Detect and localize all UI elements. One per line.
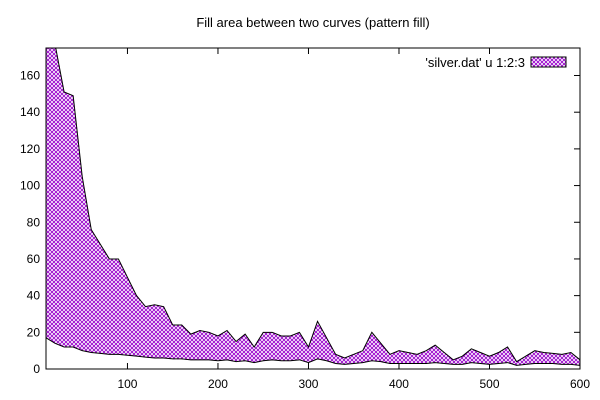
chart-title: Fill area between two curves (pattern fi… xyxy=(196,15,429,30)
x-tick-label: 400 xyxy=(389,377,409,391)
x-tick-label: 300 xyxy=(298,377,318,391)
y-tick-label: 40 xyxy=(27,289,41,303)
x-tick-label: 500 xyxy=(479,377,499,391)
y-tick-label: 80 xyxy=(27,215,41,229)
legend-label: 'silver.dat' u 1:2:3 xyxy=(425,55,525,70)
y-tick-label: 100 xyxy=(20,179,40,193)
x-tick-label: 200 xyxy=(208,377,228,391)
x-tick-label: 100 xyxy=(117,377,137,391)
y-tick-label: 120 xyxy=(20,142,40,156)
upper-curve xyxy=(55,48,580,363)
legend: 'silver.dat' u 1:2:3 xyxy=(425,55,567,70)
lower-curve xyxy=(46,337,580,366)
series-layer xyxy=(46,48,580,366)
y-tick-label: 20 xyxy=(27,325,41,339)
y-tick-label: 0 xyxy=(33,362,40,376)
y-tick-label: 140 xyxy=(20,105,40,119)
legend-swatch xyxy=(530,56,567,68)
y-tick-label: 160 xyxy=(20,69,40,83)
filled-band xyxy=(46,48,580,366)
y-tick-label: 60 xyxy=(27,252,41,266)
axes-ticks: 0 20 40 60 80 100 120 140 160 100 200 300 400 500 600 xyxy=(20,48,590,391)
x-tick-label: 600 xyxy=(570,377,590,391)
plot-border xyxy=(45,47,581,370)
